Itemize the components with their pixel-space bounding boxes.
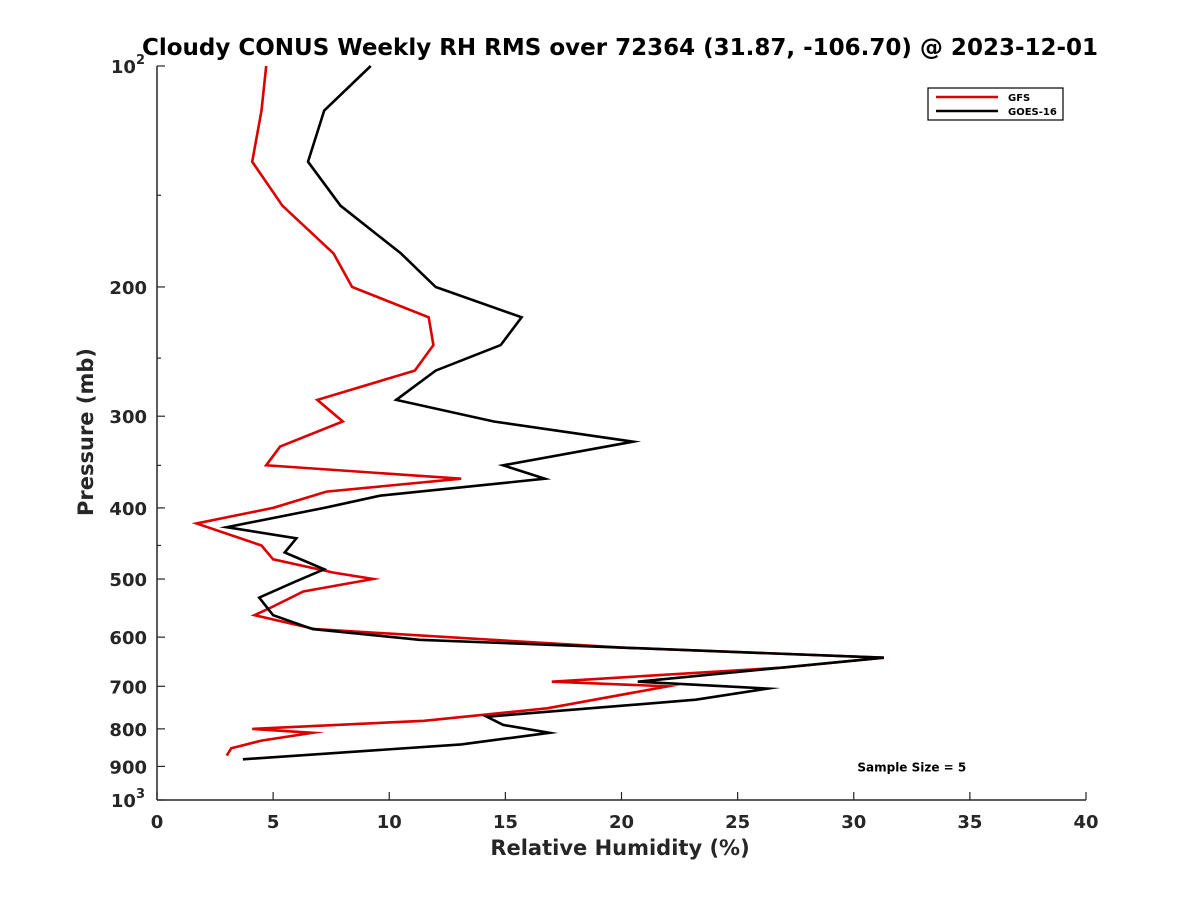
y-tick-label-exponent: 2 bbox=[136, 53, 145, 68]
y-tick-label: 500 bbox=[109, 570, 147, 591]
legend-label: GOES-16 bbox=[1008, 107, 1057, 118]
y-axis-label: Pressure (mb) bbox=[74, 348, 98, 516]
y-tick-label: 600 bbox=[109, 628, 147, 649]
y-tick-label-base: 600 bbox=[109, 628, 147, 649]
x-tick-label: 20 bbox=[609, 812, 634, 833]
x-tick-label: 25 bbox=[725, 812, 750, 833]
y-tick-label-base: 10 bbox=[111, 57, 136, 78]
legend-label: GFS bbox=[1008, 93, 1030, 104]
x-axis-label: Relative Humidity (%) bbox=[490, 836, 749, 860]
chart-title: Cloudy CONUS Weekly RH RMS over 72364 (3… bbox=[142, 35, 1098, 61]
x-tick-label: 30 bbox=[841, 812, 866, 833]
x-tick-label: 35 bbox=[957, 812, 982, 833]
y-tick-label-base: 10 bbox=[111, 791, 136, 812]
x-tick-label: 10 bbox=[377, 812, 402, 833]
sample-size-annotation: Sample Size = 5 bbox=[857, 760, 966, 774]
series-line-goes-16 bbox=[219, 65, 885, 761]
y-tick-label: 103 bbox=[111, 787, 145, 812]
y-tick-label-base: 300 bbox=[109, 407, 147, 428]
legend-box bbox=[927, 87, 1064, 121]
y-tick-label: 200 bbox=[109, 278, 147, 299]
y-tick-label-base: 400 bbox=[109, 499, 147, 520]
x-tick-label: 0 bbox=[151, 812, 164, 833]
x-tick-label: 15 bbox=[493, 812, 518, 833]
y-tick-label: 700 bbox=[109, 677, 147, 698]
y-tick-label-base: 500 bbox=[109, 570, 147, 591]
axes-layer: 0 5 10 15 20 25 30 35 40102200300400500600700800… bbox=[109, 53, 1098, 833]
x-tick-label: 5 bbox=[267, 812, 280, 833]
legend: GFS GOES-16 bbox=[927, 87, 1064, 121]
y-tick-label: 102 bbox=[111, 53, 145, 78]
y-tick-label: 400 bbox=[109, 499, 147, 520]
y-tick-label: 800 bbox=[109, 720, 147, 741]
y-tick-label: 300 bbox=[109, 407, 147, 428]
y-tick-label: 900 bbox=[109, 757, 147, 778]
y-tick-label-base: 700 bbox=[109, 677, 147, 698]
x-tick-label: 40 bbox=[1073, 812, 1098, 833]
y-tick-label-base: 900 bbox=[109, 757, 147, 778]
annotations: Sample Size = 5 bbox=[857, 760, 966, 774]
y-tick-label-base: 200 bbox=[109, 278, 147, 299]
y-tick-label-base: 800 bbox=[109, 720, 147, 741]
y-tick-label-exponent: 3 bbox=[136, 787, 145, 802]
series-line-gfs bbox=[191, 65, 885, 757]
series-layer bbox=[191, 65, 885, 761]
